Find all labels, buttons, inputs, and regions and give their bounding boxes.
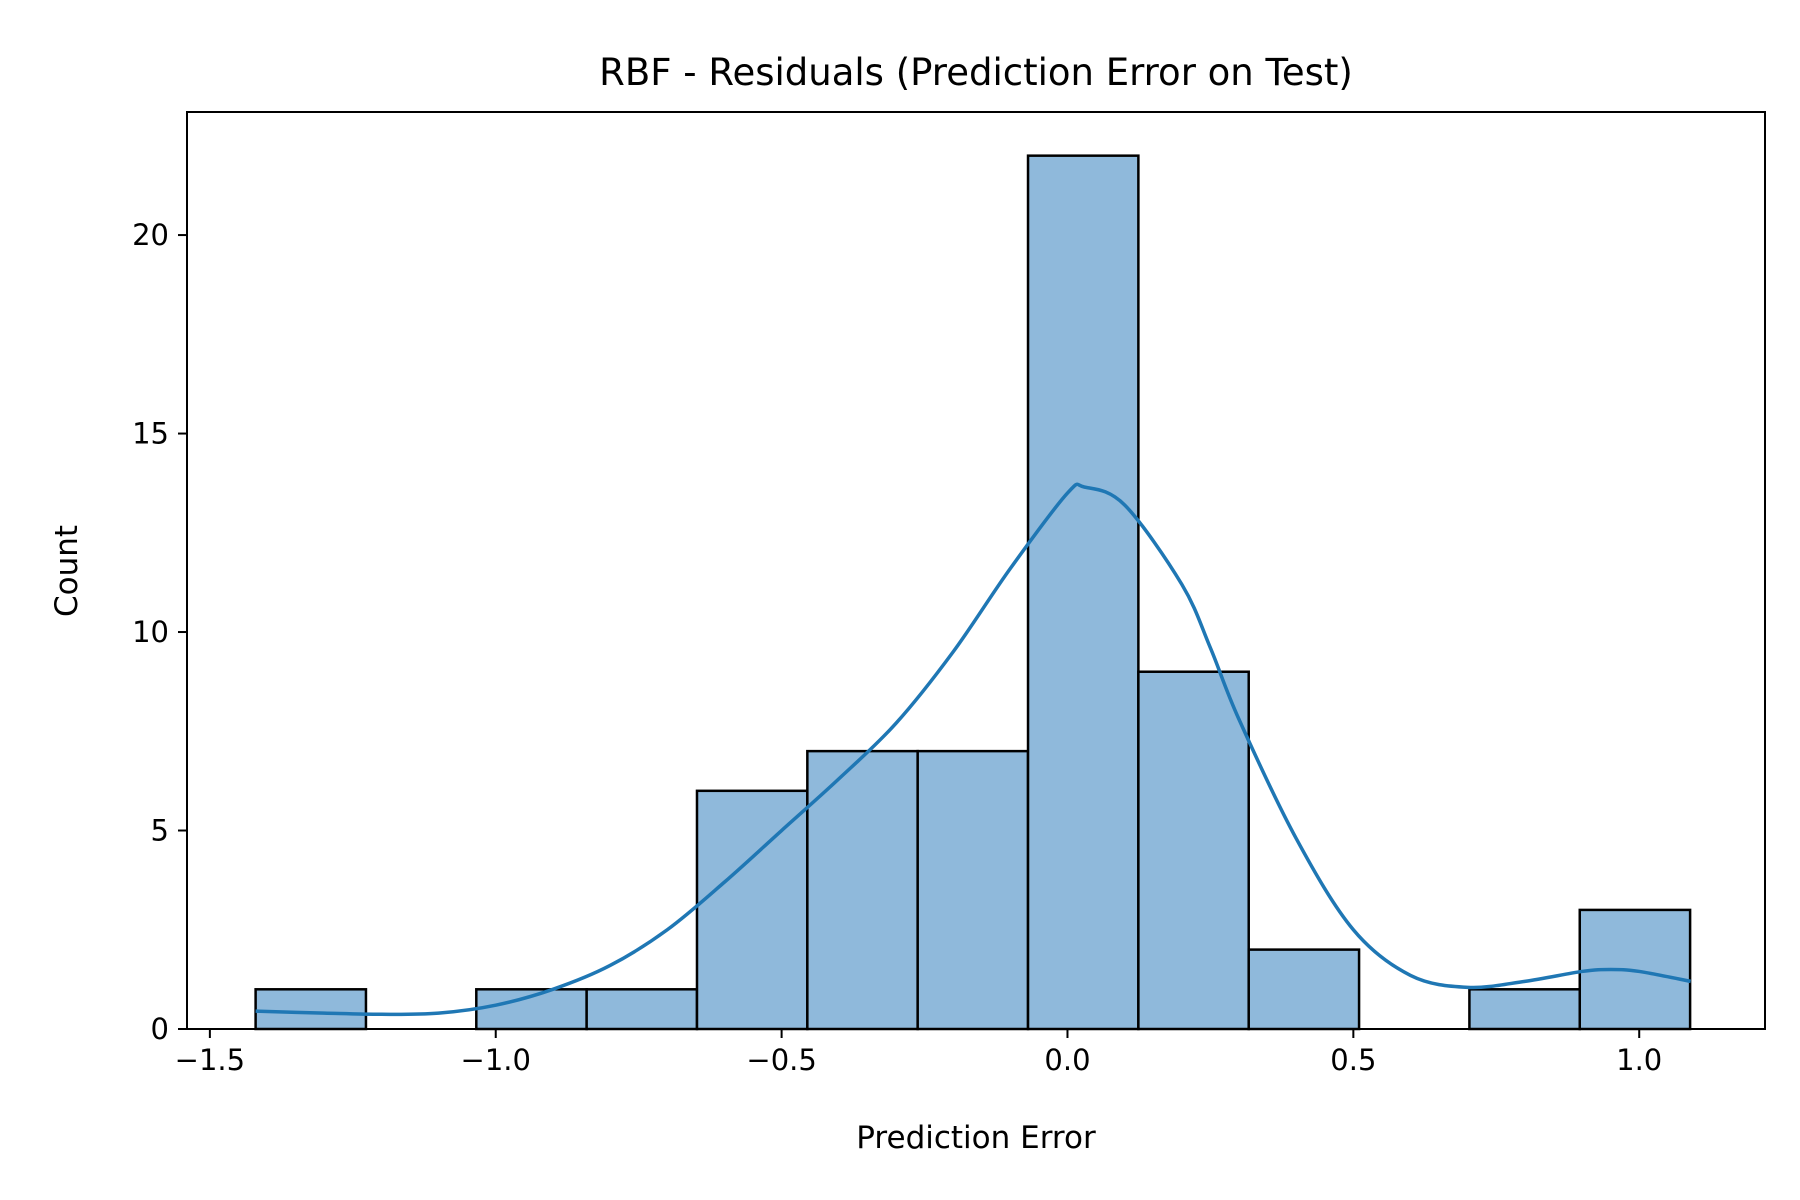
x-tick-label: 0.5 bbox=[1330, 1043, 1376, 1077]
y-tick-label: 15 bbox=[132, 417, 169, 451]
plot-frame bbox=[186, 111, 1766, 1030]
x-axis: −1.5 −1.0 −0.5 0.0 0.5 1.0 bbox=[175, 1029, 1662, 1077]
x-tick-label: −1.0 bbox=[461, 1043, 531, 1077]
kde-curve bbox=[255, 482, 1692, 1017]
x-tick-label: −0.5 bbox=[746, 1043, 816, 1077]
x-tick-label: 0.0 bbox=[1044, 1043, 1090, 1077]
histogram-bar-11 bbox=[1468, 988, 1582, 1031]
y-tick-label: 0 bbox=[151, 1012, 169, 1046]
x-axis-label: Prediction Error bbox=[856, 1120, 1096, 1156]
bars-group bbox=[254, 154, 1692, 1031]
histogram-bar-5 bbox=[806, 749, 919, 1031]
y-axis-label: Count bbox=[49, 525, 85, 617]
histogram-bar-9 bbox=[1247, 948, 1361, 1031]
y-tick-label: 20 bbox=[132, 218, 169, 252]
histogram-bar-7 bbox=[1026, 154, 1140, 1031]
y-tick-label: 5 bbox=[151, 814, 169, 848]
chart-title: RBF - Residuals (Prediction Error on Tes… bbox=[599, 51, 1353, 94]
histogram-bar-8 bbox=[1137, 670, 1250, 1031]
histogram-bar-0 bbox=[254, 988, 368, 1031]
x-tick-label: −1.5 bbox=[175, 1043, 245, 1077]
y-tick-label: 10 bbox=[132, 615, 169, 649]
y-axis: 0 5 10 15 20 bbox=[132, 218, 187, 1046]
histogram-bar-4 bbox=[695, 789, 809, 1031]
histogram-bar-6 bbox=[916, 749, 1030, 1031]
x-tick-label: 1.0 bbox=[1616, 1043, 1662, 1077]
histogram-bar-3 bbox=[585, 988, 699, 1031]
